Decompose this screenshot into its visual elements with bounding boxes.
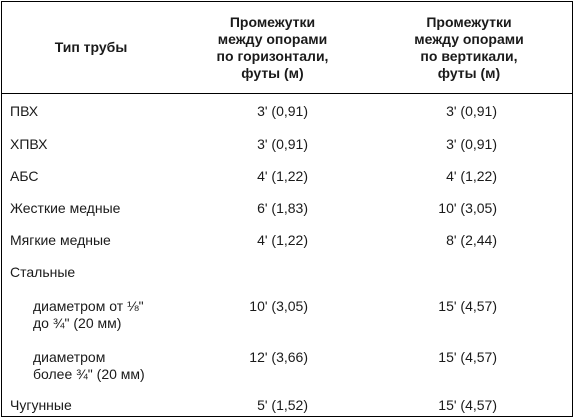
header-pipe-type-label: Тип трубы bbox=[54, 39, 128, 55]
pipe-type-cell: диаметром от ⅛" до ¾" (20 мм) bbox=[33, 298, 144, 332]
pipe-type-line: более ¾" (20 мм) bbox=[33, 366, 145, 382]
vertical-spacing-cell: 8' (2,44) bbox=[446, 232, 497, 248]
header-vertical-line: по вертикали, bbox=[420, 47, 518, 64]
horizontal-spacing-cell: 10' (3,05) bbox=[249, 298, 308, 314]
pipe-type-cell: Стальные bbox=[10, 264, 76, 280]
horizontal-spacing-cell: 5' (1,52) bbox=[257, 397, 308, 413]
pipe-type-line: диаметром от ⅛" bbox=[33, 298, 144, 314]
pipe-type-cell: диаметром более ¾" (20 мм) bbox=[33, 349, 145, 383]
horizontal-spacing-cell: 4' (1,22) bbox=[257, 232, 308, 248]
vertical-spacing-cell: 3' (0,91) bbox=[446, 136, 497, 152]
pipe-type-cell: ПВХ bbox=[10, 103, 39, 119]
pipe-type-cell: ХПВХ bbox=[10, 136, 48, 152]
header-vertical-line: Промежутки bbox=[426, 13, 512, 30]
horizontal-spacing-cell: 12' (3,66) bbox=[249, 349, 308, 365]
pipe-type-cell: Жесткие медные bbox=[10, 200, 121, 216]
header-horizontal-line: Промежутки bbox=[229, 13, 316, 30]
pipe-type-cell: Мягкие медные bbox=[10, 232, 111, 248]
horizontal-spacing-cell: 3' (0,91) bbox=[257, 103, 308, 119]
vertical-spacing-cell: 15' (4,57) bbox=[438, 298, 497, 314]
horizontal-spacing-cell: 6' (1,83) bbox=[257, 200, 308, 216]
header-horizontal-line: футы (м) bbox=[241, 64, 304, 81]
vertical-spacing-cell: 15' (4,57) bbox=[438, 349, 497, 365]
horizontal-spacing-cell: 4' (1,22) bbox=[257, 168, 308, 184]
header-horizontal-line: между опорами bbox=[217, 30, 328, 47]
pipe-type-cell: Чугунные bbox=[10, 397, 72, 413]
header-pipe-type: Тип трубы bbox=[2, 2, 180, 93]
vertical-spacing-cell: 15' (4,57) bbox=[438, 397, 497, 413]
vertical-spacing-cell: 3' (0,91) bbox=[446, 103, 497, 119]
pipe-type-cell: АБС bbox=[10, 168, 39, 184]
vertical-spacing-cell: 10' (3,05) bbox=[438, 200, 497, 216]
horizontal-spacing-cell: 3' (0,91) bbox=[257, 136, 308, 152]
pipe-type-line: диаметром bbox=[33, 349, 106, 365]
header-horizontal-spacing: Промежутки между опорами по горизонтали,… bbox=[180, 2, 365, 93]
vertical-spacing-cell: 4' (1,22) bbox=[446, 168, 497, 184]
header-vertical-line: между опорами bbox=[414, 30, 524, 47]
header-vertical-line: футы (м) bbox=[437, 64, 501, 81]
header-divider bbox=[2, 93, 572, 94]
pipe-type-line: до ¾" (20 мм) bbox=[33, 315, 122, 331]
header-vertical-spacing: Промежутки между опорами по вертикали, ф… bbox=[365, 2, 573, 93]
header-horizontal-line: по горизонтали, bbox=[216, 47, 329, 64]
